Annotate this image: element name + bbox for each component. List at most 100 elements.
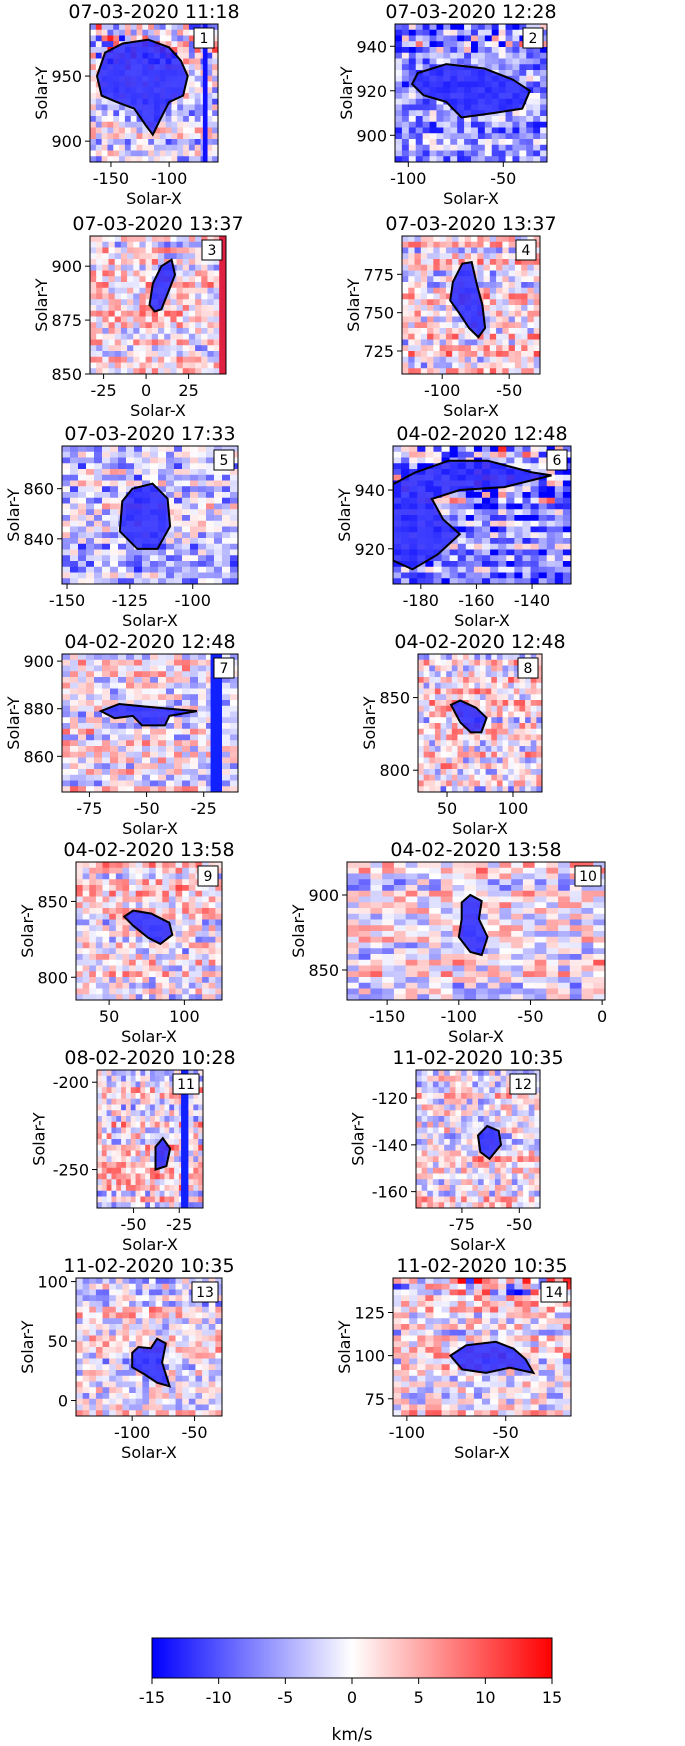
x-tick-label: 50 — [99, 1007, 119, 1026]
panel-number: 5 — [220, 453, 229, 469]
panel-title: 07-03-2020 12:28 — [385, 1, 556, 23]
heatmap-cells — [402, 236, 540, 374]
x-axis-label: Solar-X — [443, 401, 499, 420]
x-tick-label: 50 — [437, 799, 457, 818]
x-tick-label: -50 — [120, 1215, 146, 1234]
y-tick-label: 750 — [363, 304, 394, 323]
colorbar-tick-label: -15 — [139, 1688, 165, 1707]
y-tick-label: 900 — [51, 132, 82, 151]
panel-number-box — [193, 27, 215, 49]
contour-line — [131, 1337, 172, 1388]
velocity-panel-6: -180 -160 -140 920 940 04-02-2020 12:48 Solar-… — [335, 423, 572, 630]
axes-frame — [415, 1069, 541, 1209]
panel-number-box — [197, 865, 219, 887]
x-axis-label: Solar-X — [121, 1443, 177, 1462]
y-tick-label: 860 — [23, 747, 54, 766]
x-tick-label: 0 — [141, 381, 151, 400]
contour-line — [449, 699, 488, 734]
y-axis-label: Solar-Y — [30, 1112, 49, 1166]
colorbar-tick-label: 15 — [542, 1688, 562, 1707]
x-tick-label: -50 — [506, 1215, 532, 1234]
y-tick-label: 850 — [308, 961, 339, 980]
x-axis-label: Solar-X — [443, 189, 499, 208]
contour-line — [98, 702, 198, 727]
stripe-artifact — [202, 24, 208, 162]
colorbar-tick-label: 0 — [347, 1688, 357, 1707]
panel-number: 6 — [553, 453, 562, 469]
y-axis-label: Solar-Y — [335, 488, 354, 542]
y-axis-label: Solar-Y — [4, 488, 23, 542]
contour-fill — [149, 259, 175, 312]
heatmap-cells — [62, 654, 238, 792]
colorbar-tick-label: 5 — [414, 1688, 424, 1707]
y-tick-label: 940 — [356, 37, 387, 56]
y-axis-label: Solar-Y — [349, 1112, 368, 1166]
x-tick-label: -125 — [112, 591, 148, 610]
x-tick-label: -160 — [458, 591, 494, 610]
x-axis-label: Solar-X — [452, 819, 508, 838]
contour-fill — [393, 460, 552, 570]
x-tick-label: -140 — [514, 591, 550, 610]
x-tick-label: -25 — [91, 381, 117, 400]
heatmap-cells — [418, 654, 542, 792]
axes-frame — [61, 653, 239, 793]
contour-fill — [450, 1341, 534, 1373]
heatmap-cells — [416, 1070, 540, 1208]
panel-number-box — [517, 657, 539, 679]
panel-title: 04-02-2020 12:48 — [394, 631, 565, 653]
panel-title: 11-02-2020 10:35 — [63, 1255, 234, 1277]
x-tick-label: 0 — [597, 1007, 607, 1026]
velocity-panel-14: -100 -50 75 100 125 11-02-2020 10:35 Solar-X So… — [335, 1255, 572, 1462]
colorbar-ticks: -15 -10 -5 0 5 10 15 — [139, 1678, 562, 1707]
colorbar-tick-label: 10 — [475, 1688, 495, 1707]
panel-number: 4 — [522, 243, 531, 259]
y-tick-label: 850 — [379, 689, 410, 708]
y-tick-label: 920 — [354, 540, 385, 559]
x-tick-label: -100 — [175, 591, 211, 610]
axes-frame — [401, 235, 541, 375]
panel-title: 07-03-2020 13:37 — [72, 213, 243, 235]
x-axis-label: Solar-X — [126, 189, 182, 208]
y-axis-label: Solar-Y — [18, 1320, 37, 1374]
panel-title: 11-02-2020 10:35 — [392, 1047, 563, 1069]
y-tick-label: 800 — [37, 968, 68, 987]
velocity-panel-11: -50 -25 -250 -200 08-02-2020 10:28 Solar-X Sol… — [30, 1047, 236, 1254]
velocity-panel-8: 50 100 800 850 04-02-2020 12:48 Solar-X Solar-… — [360, 631, 565, 838]
y-tick-label: -120 — [372, 1089, 408, 1108]
y-tick-label: 775 — [363, 265, 394, 284]
y-tick-label: 950 — [51, 67, 82, 86]
panel-number: 10 — [579, 869, 597, 885]
x-axis-label: Solar-X — [121, 1027, 177, 1046]
x-axis-label: Solar-X — [122, 611, 178, 630]
x-tick-label: -100 — [390, 169, 426, 188]
y-tick-label: 900 — [23, 652, 54, 671]
panel-title: 07-03-2020 13:37 — [385, 213, 556, 235]
y-axis-label: Solar-Y — [335, 1320, 354, 1374]
velocity-panel-1: -150 -100 900 950 07-03-2020 11:18 Solar-X Sol… — [32, 1, 239, 208]
contour-line — [393, 459, 552, 571]
x-axis-label: Solar-X — [448, 1027, 504, 1046]
contour-line — [449, 260, 487, 339]
colorbar-label: km/s — [332, 1725, 373, 1745]
panel-title: 07-03-2020 11:18 — [68, 1, 239, 23]
y-tick-label: 850 — [37, 892, 68, 911]
x-tick-label: -100 — [151, 169, 187, 188]
panel-number: 3 — [208, 243, 217, 259]
y-tick-label: 850 — [51, 365, 82, 384]
y-tick-label: 50 — [48, 1332, 68, 1351]
axes-frame — [89, 235, 227, 375]
x-tick-label: 25 — [178, 381, 198, 400]
contour-line — [118, 482, 172, 550]
y-tick-label: 725 — [363, 342, 394, 361]
y-tick-label: 75 — [365, 1390, 385, 1409]
x-tick-label: -150 — [49, 591, 85, 610]
contour-line — [154, 1136, 172, 1171]
x-tick-label: -50 — [490, 169, 516, 188]
x-axis-label: Solar-X — [122, 819, 178, 838]
axes-frame — [75, 861, 223, 1001]
velocity-panel-10: -150 -100 -50 0 850 900 04-02-2020 13:58 Solar-… — [289, 839, 607, 1046]
y-tick-label: 0 — [58, 1392, 68, 1411]
panel-title: 04-02-2020 12:48 — [64, 631, 235, 653]
stripe-artifact — [181, 1070, 189, 1208]
